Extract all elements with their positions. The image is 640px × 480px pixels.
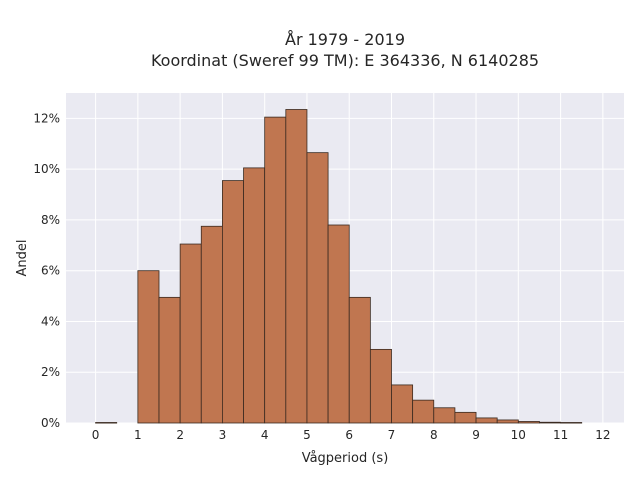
histogram-bar-9	[285, 109, 308, 424]
x-tick-label-2: 2	[176, 428, 184, 442]
x-tick-label-5: 5	[303, 428, 311, 442]
histogram-bar-12	[348, 296, 371, 424]
y-tick-label-4: 8%	[41, 213, 60, 227]
histogram-bar-18	[475, 417, 498, 424]
y-tick-label-1: 2%	[41, 365, 60, 379]
histogram-bar-17	[454, 411, 477, 424]
x-tick-label-0: 0	[92, 428, 100, 442]
histogram-bar-6	[222, 180, 244, 424]
x-tick-label-4: 4	[261, 428, 269, 442]
y-axis-title: Andel	[15, 240, 30, 277]
x-tick-label-7: 7	[388, 428, 396, 442]
histogram-bar-15	[412, 399, 435, 424]
histogram-bars	[95, 109, 583, 424]
y-axis-ticks: 0% 2% 4% 6% 8% 10% 12%	[33, 111, 60, 430]
x-axis-title: Vågperiod (s)	[302, 451, 389, 466]
histogram-bar-2	[137, 270, 160, 424]
histogram-bar-21	[539, 421, 561, 424]
histogram-bar-8	[264, 116, 287, 424]
histogram-bar-3	[158, 296, 181, 424]
x-tick-label-3: 3	[219, 428, 227, 442]
histogram-bar-13	[369, 348, 392, 424]
y-tick-label-2: 4%	[41, 314, 60, 328]
y-tick-label-0: 0%	[41, 416, 60, 430]
histogram-bar-16	[433, 407, 456, 424]
x-tick-label-11: 11	[553, 428, 568, 442]
x-tick-label-1: 1	[134, 428, 142, 442]
histogram-bar-14	[391, 384, 414, 424]
histogram-bar-0	[95, 422, 118, 424]
x-tick-label-10: 10	[511, 428, 526, 442]
histogram-bar-7	[243, 167, 266, 424]
y-tick-label-6: 12%	[33, 111, 60, 125]
x-tick-label-8: 8	[430, 428, 438, 442]
x-tick-label-12: 12	[595, 428, 610, 442]
histogram-bar-22	[560, 422, 583, 424]
histogram-bar-10	[306, 152, 329, 424]
histogram-bar-20	[517, 421, 540, 424]
x-tick-label-6: 6	[345, 428, 353, 442]
histogram-bar-4	[179, 243, 202, 424]
y-tick-label-5: 10%	[33, 162, 60, 176]
x-axis-ticks: 0 1 2 3 4 5 6 7 8 9 10 11 12	[92, 428, 611, 442]
chart-title-line-2: Koordinat (Sweref 99 TM): E 364336, N 61…	[151, 51, 539, 70]
x-tick-label-9: 9	[472, 428, 480, 442]
histogram-bar-19	[496, 419, 519, 424]
y-tick-label-3: 6%	[41, 264, 60, 278]
histogram-bar-5	[200, 225, 223, 424]
histogram-bar-11	[327, 224, 350, 424]
chart-title-line-1: År 1979 - 2019	[285, 30, 405, 49]
